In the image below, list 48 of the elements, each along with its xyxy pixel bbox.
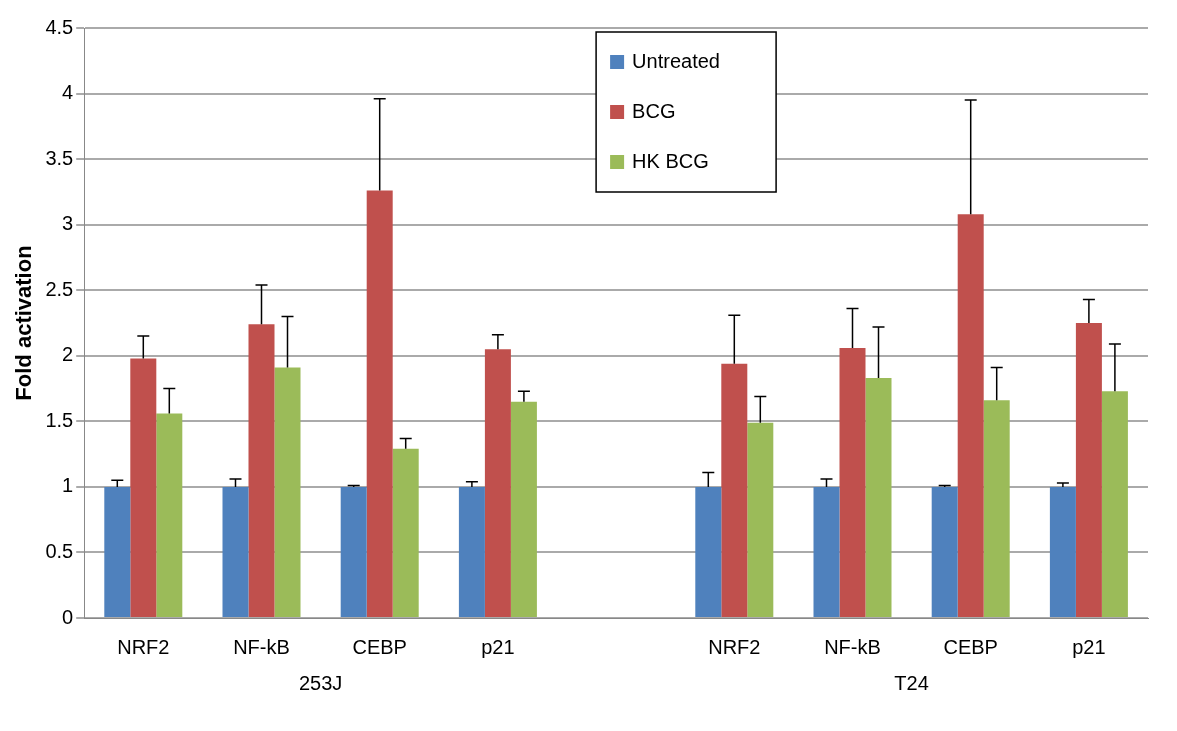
bar: [695, 486, 722, 617]
bar: [839, 347, 866, 617]
bar: [1101, 391, 1128, 617]
y-tick-label: 4: [62, 81, 74, 104]
legend-label: HK BCG: [632, 149, 709, 172]
bar: [156, 413, 183, 617]
bar: [104, 486, 131, 617]
bar: [222, 486, 249, 617]
bar: [130, 358, 157, 617]
y-tick-label: 3.5: [45, 146, 74, 169]
y-tick-label: 1: [62, 474, 74, 497]
bar: [983, 400, 1010, 617]
bar: [721, 363, 748, 617]
y-tick-label: 0.5: [45, 539, 74, 562]
y-tick-label: 1.5: [45, 408, 74, 431]
bar: [747, 422, 774, 617]
bar: [248, 324, 275, 617]
x-tick-label: CEBP: [352, 635, 407, 658]
x-tick-label: p21: [1072, 635, 1106, 658]
bar: [1075, 323, 1102, 617]
x-tick-label: NF-kB: [824, 635, 881, 658]
y-tick-label: 2.5: [45, 277, 74, 300]
bar: [813, 486, 840, 617]
bar: [957, 214, 984, 617]
bar: [931, 486, 958, 617]
x-tick-label: NRF2: [708, 635, 761, 658]
y-tick-label: 4.5: [45, 15, 74, 38]
y-tick-label: 2: [62, 343, 74, 366]
y-axis-title: Fold activation: [11, 245, 37, 401]
legend-label: Untreated: [632, 49, 720, 72]
bar: [484, 349, 511, 617]
y-tick-label: 0: [62, 605, 74, 628]
bar: [366, 190, 393, 617]
text: 253J: [298, 672, 343, 694]
bar: [392, 448, 419, 617]
bar: [510, 401, 537, 617]
x-tick-label: NF-kB: [233, 635, 290, 658]
bar: [274, 367, 301, 617]
bar: [865, 378, 892, 617]
bar: [458, 486, 485, 617]
text: T24: [894, 672, 929, 694]
bar: [1049, 486, 1076, 617]
y-tick-label: 3: [62, 212, 74, 235]
x-tick-label: CEBP: [943, 635, 998, 658]
x-tick-label: p21: [481, 635, 515, 658]
legend-label: BCG: [632, 99, 676, 122]
bar: [340, 486, 367, 617]
x-tick-label: NRF2: [117, 635, 170, 658]
